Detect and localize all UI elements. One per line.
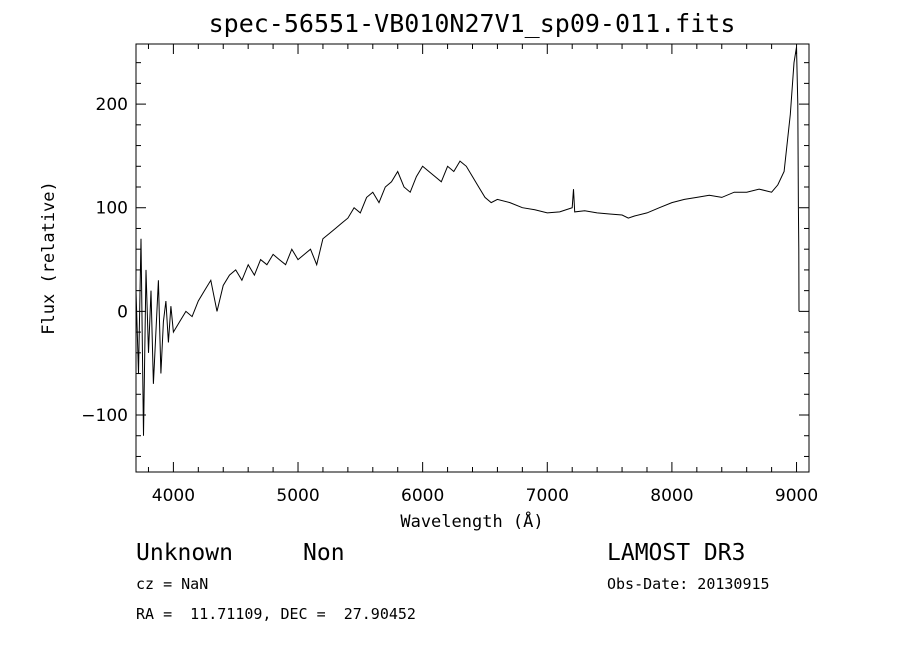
redshift-label: cz = NaN <box>136 575 208 593</box>
y-tick-label: 100 <box>96 199 128 219</box>
x-tick-label: 4000 <box>152 486 195 506</box>
x-tick-label: 9000 <box>775 486 818 506</box>
y-axis-ticks: −100 0 100 200 <box>81 62 809 457</box>
y-tick-label: 200 <box>96 95 128 115</box>
x-tick-label: 6000 <box>401 486 444 506</box>
y-tick-label: −100 <box>81 406 128 426</box>
x-axis-ticks: 4000 5000 6000 7000 8000 9000 <box>147 44 818 506</box>
y-tick-label: 0 <box>117 302 128 322</box>
chart-title: spec-56551-VB010N27V1_sp09-011.fits <box>209 9 736 38</box>
x-axis-label: Wavelength (Å) <box>400 510 543 532</box>
object-subclass-label: Non <box>303 540 345 566</box>
spectrum-line <box>135 47 800 436</box>
x-tick-label: 8000 <box>650 486 693 506</box>
object-class-label: Unknown <box>136 540 233 566</box>
y-axis-label: Flux (relative) <box>39 181 59 335</box>
x-tick-label: 5000 <box>276 486 319 506</box>
obs-date-label: Obs-Date: 20130915 <box>607 575 770 593</box>
survey-label: LAMOST DR3 <box>607 540 745 566</box>
x-tick-label: 7000 <box>526 486 569 506</box>
plot-frame <box>135 43 810 473</box>
coordinates-label: RA = 11.71109, DEC = 27.90452 <box>136 605 416 623</box>
